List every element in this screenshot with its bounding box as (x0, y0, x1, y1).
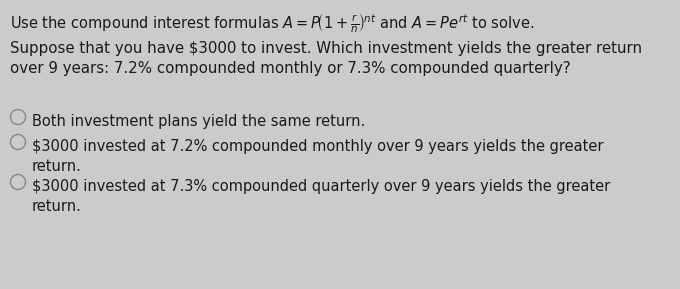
Text: Both investment plans yield the same return.: Both investment plans yield the same ret… (32, 114, 365, 129)
Text: Use the compound interest formulas $A = P\!\left(1+\frac{r}{n}\right)^{\!nt}$ an: Use the compound interest formulas $A = … (10, 12, 534, 35)
Text: $3000 invested at 7.2% compounded monthly over 9 years yields the greater
return: $3000 invested at 7.2% compounded monthl… (32, 139, 604, 174)
Text: $3000 invested at 7.3% compounded quarterly over 9 years yields the greater
retu: $3000 invested at 7.3% compounded quarte… (32, 179, 610, 214)
Text: Suppose that you have $3000 to invest. Which investment yields the greater retur: Suppose that you have $3000 to invest. W… (10, 41, 642, 76)
